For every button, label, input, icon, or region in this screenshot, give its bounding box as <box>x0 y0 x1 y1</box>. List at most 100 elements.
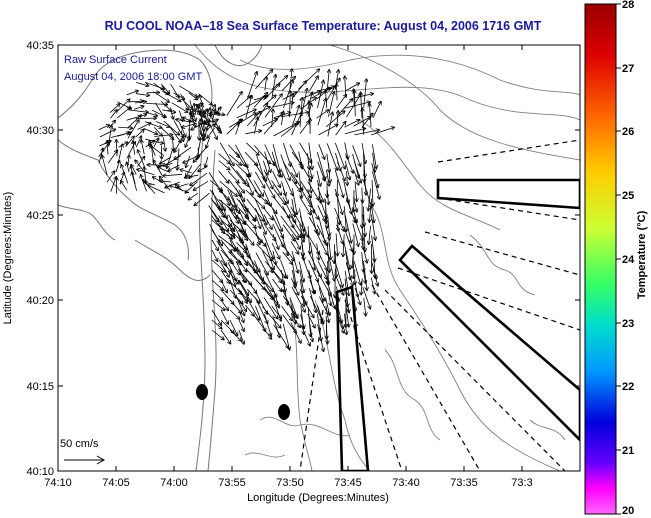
current-vector <box>193 145 208 162</box>
current-vector <box>190 172 208 185</box>
current-vector <box>283 142 290 166</box>
current-vector <box>189 128 190 139</box>
current-vector <box>138 150 145 167</box>
current-vector <box>229 239 235 251</box>
current-vector <box>290 91 291 118</box>
current-vector <box>280 154 290 180</box>
current-vector <box>299 288 307 305</box>
current-vector <box>153 91 169 103</box>
current-vector <box>235 151 245 167</box>
current-vector <box>185 136 190 147</box>
current-vector <box>334 169 343 198</box>
current-vector <box>228 179 242 197</box>
current-vector <box>186 165 193 177</box>
current-vector <box>361 92 362 118</box>
current-vector <box>264 144 275 166</box>
current-vector <box>344 142 348 160</box>
surface-current-vectors <box>98 69 395 352</box>
current-vector <box>246 198 264 221</box>
current-vector <box>211 209 222 225</box>
current-vector <box>352 207 357 222</box>
current-vector <box>343 206 346 231</box>
y-tick-3: 40:20 <box>26 295 54 307</box>
current-vector <box>280 242 295 261</box>
current-vector <box>370 104 372 128</box>
current-vector <box>308 216 319 235</box>
current-vector <box>121 165 129 184</box>
current-vector <box>317 98 326 126</box>
current-vector <box>344 214 351 243</box>
current-vector <box>133 141 135 155</box>
current-vector <box>282 224 295 241</box>
current-vector <box>229 209 239 223</box>
current-vector <box>326 206 328 229</box>
current-vector <box>263 179 275 198</box>
current-vector <box>280 232 288 256</box>
current-vector <box>229 319 238 336</box>
legend-line-1: Raw Surface Current <box>64 54 167 66</box>
current-vector <box>220 279 227 293</box>
current-vector <box>334 188 343 215</box>
current-vector <box>235 119 241 135</box>
current-vector <box>245 304 254 316</box>
current-vector <box>256 154 264 180</box>
current-vector <box>133 106 144 110</box>
current-vector <box>211 289 223 301</box>
current-vector <box>235 170 249 187</box>
current-vector <box>220 329 231 344</box>
current-vector <box>211 279 224 291</box>
current-vector <box>272 260 285 278</box>
current-vector <box>328 216 330 236</box>
current-vector <box>263 169 273 189</box>
current-vector <box>211 229 222 246</box>
current-vector <box>280 215 299 240</box>
current-vector <box>198 123 203 136</box>
current-vector <box>283 188 288 204</box>
current-vector <box>299 196 311 215</box>
current-vector <box>205 156 209 167</box>
x-tick-6: 73:40 <box>392 477 420 489</box>
current-vector <box>255 214 261 229</box>
current-vector <box>238 189 245 202</box>
current-vector <box>337 84 338 101</box>
current-vector <box>128 101 143 102</box>
current-vector <box>238 280 251 302</box>
cb-tick-24: 24 <box>622 254 635 266</box>
cb-tick-23: 23 <box>622 318 634 330</box>
current-vector <box>98 125 110 131</box>
current-vector <box>291 112 302 136</box>
current-vector <box>210 180 222 190</box>
current-vector <box>229 259 240 275</box>
current-vector <box>272 223 284 247</box>
current-vector <box>316 224 328 246</box>
current-vector <box>364 233 365 252</box>
current-vector <box>159 181 172 182</box>
current-vector <box>354 161 362 183</box>
current-vector <box>300 295 314 318</box>
current-vector <box>369 198 373 222</box>
current-vector <box>115 160 120 173</box>
current-vector <box>235 181 245 193</box>
current-vector <box>282 323 290 350</box>
current-vector <box>229 249 241 265</box>
current-vector <box>318 196 326 218</box>
cb-tick-27: 27 <box>622 63 634 75</box>
current-vector <box>254 198 267 225</box>
current-vector <box>211 319 222 329</box>
colorbar-label: Temperature (°C) <box>636 210 648 299</box>
current-vector <box>185 181 198 193</box>
current-vector <box>316 171 321 186</box>
current-vector <box>141 140 145 155</box>
current-vector <box>336 233 338 256</box>
current-vector <box>299 142 311 163</box>
current-vector <box>372 152 375 172</box>
x-tick-3: 73:55 <box>218 477 246 489</box>
current-vector <box>169 185 190 194</box>
current-vector <box>263 214 272 230</box>
current-vector <box>199 95 205 108</box>
current-vector <box>272 109 273 128</box>
current-vector <box>254 189 267 204</box>
current-vector <box>282 205 294 228</box>
current-vector <box>168 164 180 171</box>
current-vector <box>344 270 349 296</box>
